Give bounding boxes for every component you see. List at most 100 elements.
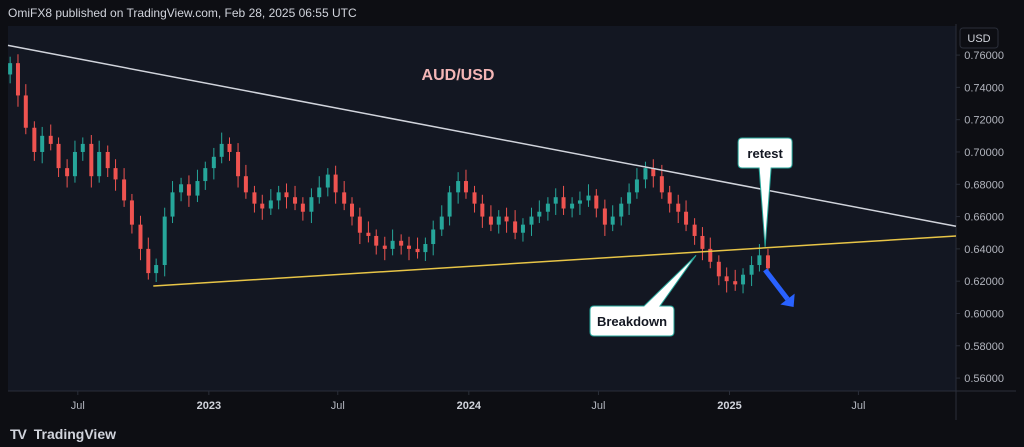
time-tick-label: Jul	[331, 400, 345, 412]
candle-body	[170, 192, 175, 217]
price-axis[interactable]: 0.56000 0.58000 0.60000 0.62000 0.64000 0.660…	[956, 50, 1004, 385]
candle-body	[65, 168, 70, 177]
trendlines	[7, 44, 957, 287]
candle-body	[634, 179, 639, 193]
candle-body	[105, 151, 110, 169]
candle-body	[15, 63, 20, 96]
candle-body	[203, 168, 208, 182]
candle-body	[553, 197, 558, 204]
currency-badge[interactable]: USD	[959, 27, 999, 49]
candle-body	[423, 244, 428, 253]
candle-body	[463, 181, 468, 193]
candle-body	[276, 192, 281, 201]
breakdown-callout-bubble	[589, 254, 697, 337]
candle-body	[684, 211, 689, 225]
candle-body	[97, 151, 102, 177]
candle-body	[708, 248, 713, 262]
candle-body	[211, 156, 216, 169]
candle-body	[594, 195, 599, 209]
candle-body	[195, 181, 200, 196]
candle-body	[72, 151, 77, 177]
candle-body	[765, 255, 770, 269]
price-tick-label: 0.66000	[964, 212, 1004, 224]
candle-body	[80, 143, 85, 152]
candle-body	[56, 143, 61, 169]
price-tick-label: 0.56000	[964, 373, 1004, 385]
projection-arrow-head	[780, 293, 795, 308]
candle-body	[227, 143, 232, 152]
candlestick-series	[8, 54, 770, 294]
candle-body	[406, 245, 411, 249]
candle-body	[252, 192, 257, 204]
time-axis[interactable]: Jul 2023 Jul 2024 Jul 2025 Jul	[71, 391, 866, 412]
candle-body	[520, 224, 525, 233]
candle-body	[8, 63, 13, 75]
price-tick-label: 0.58000	[964, 341, 1004, 353]
candle-body	[667, 192, 672, 204]
price-tick-label: 0.64000	[964, 244, 1004, 256]
tradingview-logo-icon: TV	[10, 426, 27, 442]
candle-body	[333, 174, 338, 193]
publisher-header: OmiFX8 published on TradingView.com, Feb…	[8, 6, 357, 20]
candle-body	[610, 216, 615, 225]
candle-body	[23, 95, 28, 128]
price-tick-label: 0.60000	[964, 308, 1004, 320]
candle-body	[504, 216, 509, 222]
candle-body	[577, 200, 582, 204]
candle-body	[366, 232, 371, 236]
candle-body	[651, 168, 656, 177]
candle-body	[447, 192, 452, 217]
candle-body	[643, 168, 648, 180]
candle-body	[676, 203, 681, 212]
candle-body	[162, 216, 167, 266]
candle-body	[545, 203, 550, 212]
candle-body	[300, 203, 305, 212]
candle-body	[659, 176, 664, 193]
candle-body	[146, 248, 151, 274]
candle-body	[284, 192, 289, 198]
candle-body	[236, 151, 241, 177]
time-tick-label: 2023	[197, 400, 221, 412]
price-tick-label: 0.74000	[964, 82, 1004, 94]
candle-body	[619, 203, 624, 217]
candle-body	[537, 211, 542, 217]
candle-body	[399, 240, 404, 246]
candle-body	[382, 245, 387, 249]
candle-body	[749, 265, 754, 275]
candle-body	[513, 221, 518, 233]
breakdown-callout: Breakdown	[589, 254, 697, 337]
price-tick-label: 0.76000	[964, 50, 1004, 62]
candle-body	[741, 274, 746, 285]
candle-body	[480, 203, 485, 217]
candle-body	[317, 187, 322, 198]
price-tick-label: 0.68000	[964, 179, 1004, 191]
chart-area[interactable]: 0.56000 0.58000 0.60000 0.62000 0.64000 0.660…	[0, 24, 1024, 420]
candle-body	[325, 174, 330, 188]
candle-body	[260, 203, 265, 209]
candle-body	[586, 195, 591, 201]
candle-body	[716, 261, 721, 277]
time-tick-label: Jul	[851, 400, 865, 412]
candle-body	[496, 216, 501, 225]
candle-body	[439, 216, 444, 230]
candle-body	[309, 197, 314, 212]
candle-body	[40, 135, 45, 152]
chart-title: AUD/USD	[422, 67, 495, 84]
candle-body	[357, 216, 362, 233]
candle-body	[342, 192, 347, 204]
candle-body	[48, 135, 53, 144]
candle-body	[129, 200, 134, 225]
candle-body	[390, 240, 395, 249]
retest-callout-label: retest	[747, 146, 783, 161]
candle-body	[757, 255, 762, 266]
candle-body	[733, 281, 738, 285]
candle-body	[179, 184, 184, 193]
candle-body	[456, 181, 461, 193]
candle-body	[219, 143, 224, 157]
candle-body	[415, 248, 420, 253]
tradingview-logo[interactable]: TV TradingView	[10, 426, 116, 442]
price-tick-label: 0.62000	[964, 276, 1004, 288]
candle-body	[374, 235, 379, 246]
candle-body	[700, 235, 705, 249]
candle-body	[488, 216, 493, 225]
